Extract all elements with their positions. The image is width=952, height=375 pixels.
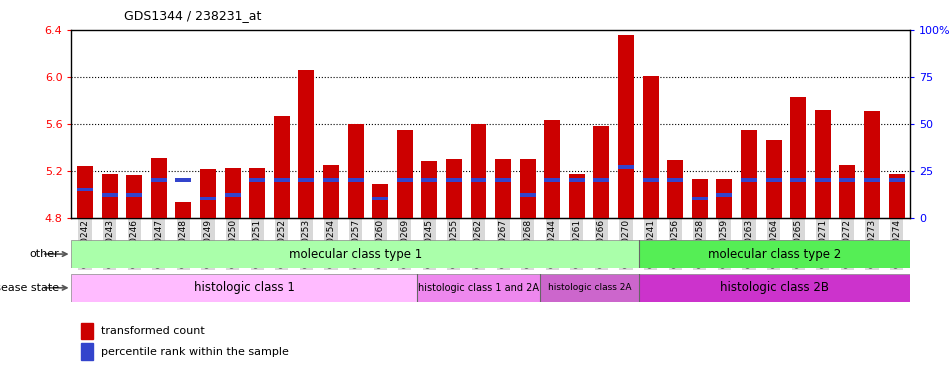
Bar [618, 165, 633, 169]
Bar [225, 168, 240, 217]
Bar [446, 178, 462, 182]
Bar [446, 159, 462, 218]
Bar [540, 274, 638, 302]
Bar [519, 159, 535, 218]
Text: histologic class 1 and 2A: histologic class 1 and 2A [418, 283, 539, 293]
Bar [666, 178, 683, 182]
Bar [642, 178, 658, 182]
Bar [323, 178, 339, 182]
Bar [248, 178, 265, 182]
Bar [887, 174, 903, 217]
Bar [741, 178, 756, 182]
Bar [396, 178, 412, 182]
Bar [764, 140, 781, 218]
Bar [716, 179, 732, 218]
Text: histologic class 1: histologic class 1 [193, 281, 294, 294]
Bar [396, 130, 412, 218]
Bar [371, 197, 387, 200]
Text: histologic class 2B: histologic class 2B [719, 281, 828, 294]
Text: molecular class type 2: molecular class type 2 [707, 248, 841, 261]
Bar [691, 197, 707, 200]
Bar [887, 178, 903, 182]
Bar [323, 165, 339, 218]
Bar [568, 174, 585, 217]
Bar [470, 178, 486, 182]
Bar [839, 178, 855, 182]
Bar [839, 165, 855, 218]
Bar [593, 126, 609, 218]
Bar [544, 178, 560, 182]
Text: transformed count: transformed count [101, 326, 205, 336]
Bar [77, 166, 93, 218]
Bar [371, 183, 387, 218]
Bar [470, 124, 486, 218]
Bar [814, 178, 830, 182]
Bar [495, 159, 510, 218]
Bar [416, 274, 540, 302]
Bar [741, 130, 756, 218]
Bar [814, 110, 830, 218]
Bar [716, 193, 732, 196]
Text: percentile rank within the sample: percentile rank within the sample [101, 346, 288, 357]
Bar [568, 178, 585, 182]
Bar [175, 178, 191, 182]
Bar [593, 178, 609, 182]
Bar [421, 178, 437, 182]
Text: GDS1344 / 238231_at: GDS1344 / 238231_at [124, 9, 261, 22]
Text: molecular class type 1: molecular class type 1 [288, 248, 422, 261]
Bar [102, 174, 117, 217]
Bar [77, 188, 93, 191]
Bar [421, 161, 437, 218]
Bar [298, 70, 314, 217]
Bar [618, 35, 633, 218]
Bar [789, 97, 805, 218]
Bar [273, 116, 289, 218]
Bar [71, 274, 416, 302]
Text: other: other [30, 249, 59, 259]
Bar [298, 178, 314, 182]
Bar [638, 274, 909, 302]
Bar [225, 193, 240, 196]
Bar [200, 197, 216, 200]
Bar [863, 178, 879, 182]
Bar [638, 240, 909, 268]
Bar [200, 170, 216, 217]
Bar [248, 168, 265, 217]
Bar [519, 193, 535, 196]
Text: histologic class 2A: histologic class 2A [547, 284, 630, 292]
Bar [642, 76, 658, 217]
Bar [789, 178, 805, 182]
Bar [691, 179, 707, 218]
Bar [764, 178, 781, 182]
Bar [150, 158, 167, 218]
Bar [175, 202, 191, 217]
Bar [495, 178, 510, 182]
Text: disease state: disease state [0, 283, 59, 293]
Bar [102, 193, 117, 196]
Bar [347, 124, 363, 218]
Bar [544, 120, 560, 218]
Bar [126, 175, 142, 217]
Bar [273, 178, 289, 182]
Bar [150, 178, 167, 182]
Bar [863, 111, 879, 218]
Bar [347, 178, 363, 182]
Bar [666, 160, 683, 218]
Bar [126, 193, 142, 196]
